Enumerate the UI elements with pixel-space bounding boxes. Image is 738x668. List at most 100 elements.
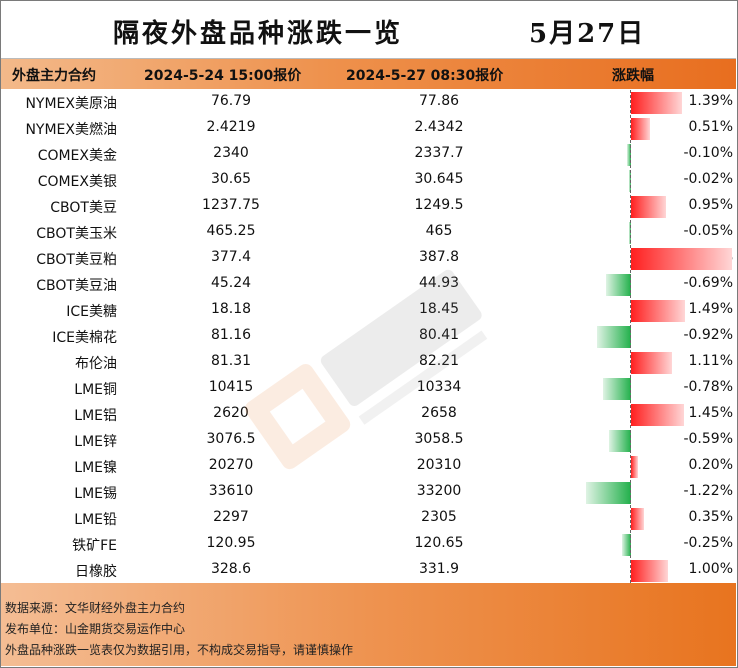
price-before: 30.65: [210, 171, 252, 187]
change-percent: -0.05%: [683, 223, 733, 239]
contract-name: 铁矿FE: [72, 538, 117, 554]
table-row: COMEX美金 2340 2337.7 -0.10%: [1, 142, 736, 168]
price-after: 33200: [416, 483, 462, 499]
table-row: LME镍 20270 20310 0.20%: [1, 454, 736, 480]
report-date: 5月27日: [529, 19, 646, 49]
table-row: ICE美棉花 81.16 80.41 -0.92%: [1, 324, 736, 350]
table-row: LME锡 33610 33200 -1.22%: [1, 480, 736, 506]
page-title: 隔夜外盘品种涨跌一览: [113, 19, 404, 49]
price-before: 33610: [208, 483, 254, 499]
change-percent: 0.35%: [688, 509, 733, 525]
table-row: 布伦油 81.31 82.21 1.11%: [1, 350, 736, 376]
contract-name: CBOT美豆油: [36, 278, 117, 294]
change-percent: 0.95%: [688, 197, 733, 213]
price-before: 2297: [213, 509, 249, 525]
price-after: 10334: [416, 379, 462, 395]
price-before: 2.4219: [206, 119, 256, 135]
price-before: 3076.5: [206, 431, 256, 447]
header-price-b: 2024-5-27 08:30报价: [346, 68, 504, 84]
price-after: 20310: [416, 457, 462, 473]
contract-name: 布伦油: [75, 356, 117, 372]
change-bar-down: [621, 534, 631, 556]
price-after: 82.21: [418, 353, 460, 369]
change-bar-up: [631, 248, 732, 270]
price-before: 465.25: [206, 223, 256, 239]
table-row: LME铝 2620 2658 1.45%: [1, 402, 736, 428]
contract-name: ICE美糖: [66, 304, 117, 320]
table-row: 日橡胶 328.6 331.9 1.00%: [1, 558, 736, 584]
change-percent: -0.59%: [683, 431, 733, 447]
change-percent: -0.78%: [683, 379, 733, 395]
table-row: NYMEX美原油 76.79 77.86 1.39%: [1, 90, 736, 116]
change-percent: 1.49%: [688, 301, 733, 317]
change-percent: 1.39%: [688, 93, 733, 109]
footer: 数据来源：文华财经外盘主力合约 发布单位：山金期货交易运作中心 外盘品种涨跌一览…: [1, 583, 736, 666]
change-bar-up: [631, 118, 650, 140]
contract-name: COMEX美金: [37, 148, 117, 164]
price-after: 2.4342: [414, 119, 464, 135]
table-row: CBOT美豆 1237.75 1249.5 0.95%: [1, 194, 736, 220]
contract-name: ICE美棉花: [52, 330, 117, 346]
change-percent: 0.20%: [688, 457, 733, 473]
contract-name: NYMEX美原油: [25, 96, 117, 112]
price-after: 387.8: [418, 249, 460, 265]
change-bar-up: [631, 92, 682, 114]
price-before: 328.6: [210, 561, 252, 577]
price-before: 81.16: [210, 327, 252, 343]
change-percent: 1.11%: [688, 353, 733, 369]
table-row: LME铜 10415 10334 -0.78%: [1, 376, 736, 402]
price-before: 45.24: [210, 275, 252, 291]
price-before: 18.18: [210, 301, 252, 317]
footer-source: 数据来源：文华财经外盘主力合约: [5, 601, 186, 615]
table-row: CBOT美玉米 465.25 465 -0.05%: [1, 220, 736, 246]
price-after: 44.93: [418, 275, 460, 291]
contract-name: 日橡胶: [75, 564, 117, 580]
change-percent: 1.45%: [688, 405, 733, 421]
price-after: 2658: [421, 405, 457, 421]
price-after: 80.41: [418, 327, 460, 343]
price-after: 3058.5: [414, 431, 464, 447]
table-row: NYMEX美燃油 2.4219 2.4342 0.51%: [1, 116, 736, 142]
price-before: 2340: [213, 145, 249, 161]
price-after: 1249.5: [414, 197, 464, 213]
price-before: 2620: [213, 405, 249, 421]
price-before: 1237.75: [202, 197, 260, 213]
price-before: 20270: [208, 457, 254, 473]
contract-name: LME锡: [74, 486, 117, 502]
table-row: COMEX美银 30.65 30.645 -0.02%: [1, 168, 736, 194]
change-percent: -0.25%: [683, 535, 733, 551]
contract-name: COMEX美银: [37, 174, 117, 190]
contract-name: LME镍: [74, 460, 117, 476]
table-row: LME锌 3076.5 3058.5 -0.59%: [1, 428, 736, 454]
contract-name: LME锌: [74, 434, 117, 450]
price-after: 331.9: [418, 561, 460, 577]
change-bar-down: [597, 326, 631, 348]
change-bar-down: [609, 430, 631, 452]
change-bar-up: [631, 560, 668, 582]
contract-name: LME铝: [74, 408, 117, 424]
change-bar-down: [586, 482, 631, 504]
change-bar-up: [631, 300, 686, 322]
table-row: LME铅 2297 2305 0.35%: [1, 506, 736, 532]
change-bar-up: [631, 456, 639, 478]
price-before: 120.95: [206, 535, 256, 551]
contract-name: CBOT美玉米: [36, 226, 117, 242]
contract-name: LME铜: [74, 382, 117, 398]
price-after: 465: [425, 223, 453, 239]
price-after: 18.45: [418, 301, 460, 317]
contract-name: LME铅: [74, 512, 117, 528]
change-bar-down: [605, 274, 631, 296]
change-percent: -1.22%: [683, 483, 733, 499]
change-percent: -0.02%: [683, 171, 733, 187]
price-after: 120.65: [414, 535, 464, 551]
price-before: 10415: [208, 379, 254, 395]
change-bar-up: [631, 404, 684, 426]
change-bar-up: [631, 508, 644, 530]
change-bar-up: [631, 196, 666, 218]
contract-name: NYMEX美燃油: [25, 122, 117, 138]
header-name: 外盘主力合约: [12, 68, 96, 84]
contract-name: CBOT美豆: [50, 200, 117, 216]
table-row: ICE美糖 18.18 18.45 1.49%: [1, 298, 736, 324]
footer-disclaimer: 外盘品种涨跌一览表仅为数据引用，不构成交易指导，请谨慎操作: [5, 643, 354, 657]
